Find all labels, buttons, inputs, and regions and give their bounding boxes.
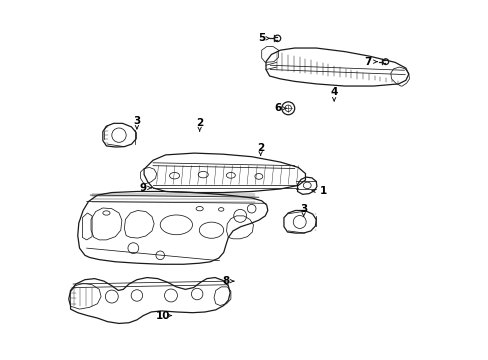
Text: 8: 8: [222, 276, 229, 286]
Text: 2: 2: [196, 118, 203, 128]
Text: 5: 5: [258, 33, 265, 43]
Text: 4: 4: [330, 87, 337, 97]
Text: 9: 9: [140, 183, 146, 193]
Text: 3: 3: [133, 116, 140, 126]
Text: 6: 6: [274, 103, 281, 113]
Text: 10: 10: [155, 311, 170, 320]
Text: 2: 2: [257, 143, 264, 153]
Text: 3: 3: [300, 204, 306, 214]
Text: 1: 1: [319, 186, 326, 196]
Text: 7: 7: [364, 57, 371, 67]
